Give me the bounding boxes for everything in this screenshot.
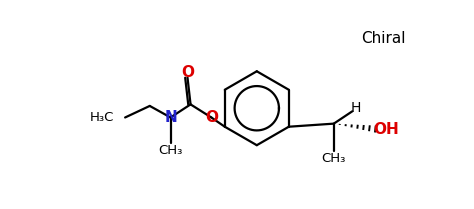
Text: H: H xyxy=(351,101,361,115)
Text: CH₃: CH₃ xyxy=(158,144,183,157)
Text: H₃C: H₃C xyxy=(90,111,114,124)
Text: O: O xyxy=(181,65,194,80)
Text: N: N xyxy=(164,110,177,125)
Text: Chiral: Chiral xyxy=(362,31,406,46)
Text: O: O xyxy=(205,110,218,125)
Text: OH: OH xyxy=(373,121,399,136)
Text: CH₃: CH₃ xyxy=(321,152,346,165)
